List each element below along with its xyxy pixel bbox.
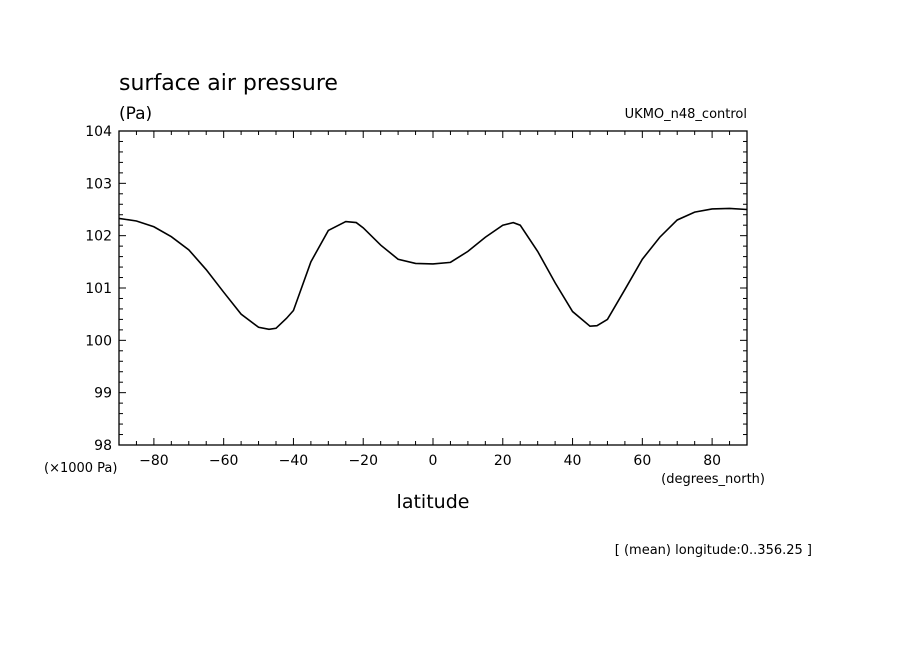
y-tick-label: 98 [94,438,112,454]
plot-frame [118,130,748,446]
x-tick-label: 40 [564,453,582,469]
y-tick-label: 99 [94,386,112,402]
y-tick-label: 101 [85,281,112,297]
y-tick-labels: 98 99 100 101 102 103 104 [85,124,112,454]
chart-units: (Pa) [119,104,152,124]
dataset-label: UKMO_n48_control [625,107,747,122]
y-tick-label: 100 [85,333,112,349]
x-axis-label: latitude [397,491,470,513]
x-tick-label: −20 [348,453,378,469]
x-tick-label: 20 [494,453,512,469]
x-tick-label: −40 [279,453,309,469]
x-tick-labels: −80 −60 −40 −20 0 20 40 60 80 [139,453,721,469]
footnote: [ (mean) longitude:0..356.25 ] [615,543,812,558]
axis-ticks [118,130,748,446]
x-units: (degrees_north) [661,472,765,487]
chart-title: surface air pressure [119,71,338,96]
x-tick-label: −60 [209,453,239,469]
y-tick-label: 103 [85,176,112,192]
x-tick-label: 80 [703,453,721,469]
x-tick-label: −80 [139,453,169,469]
x-tick-label: 0 [429,453,438,469]
x-tick-label: 60 [633,453,651,469]
y-scale-note: (×1000 Pa) [44,461,117,476]
series-line [118,207,748,331]
y-tick-label: 104 [85,124,112,140]
y-tick-label: 102 [85,229,112,245]
